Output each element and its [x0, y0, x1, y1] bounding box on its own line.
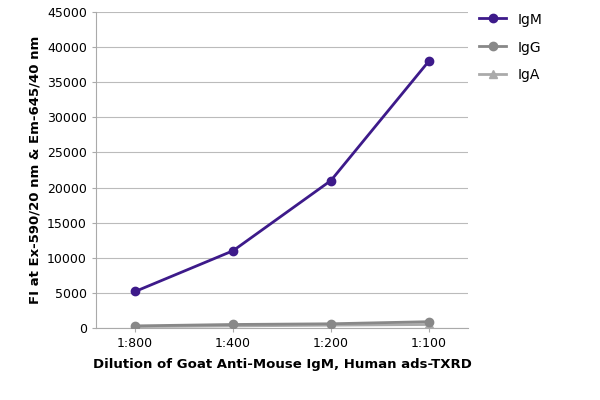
IgM	[131, 289, 139, 294]
IgA	[425, 322, 433, 327]
Line: IgA: IgA	[131, 320, 433, 331]
IgM	[229, 248, 236, 253]
IgG	[425, 319, 433, 324]
IgG	[229, 322, 236, 327]
Y-axis label: FI at Ex-590/20 nm & Em-645/40 nm: FI at Ex-590/20 nm & Em-645/40 nm	[29, 36, 41, 304]
Line: IgG: IgG	[131, 318, 433, 330]
IgA	[131, 324, 139, 329]
IgA	[229, 324, 236, 328]
IgM	[328, 178, 335, 183]
IgG	[131, 324, 139, 328]
X-axis label: Dilution of Goat Anti-Mouse IgM, Human ads-TXRD: Dilution of Goat Anti-Mouse IgM, Human a…	[92, 358, 472, 371]
Line: IgM: IgM	[131, 57, 433, 296]
IgM	[425, 59, 433, 64]
IgA	[328, 323, 335, 328]
Legend: IgM, IgG, IgA: IgM, IgG, IgA	[479, 13, 542, 82]
IgG	[328, 321, 335, 326]
